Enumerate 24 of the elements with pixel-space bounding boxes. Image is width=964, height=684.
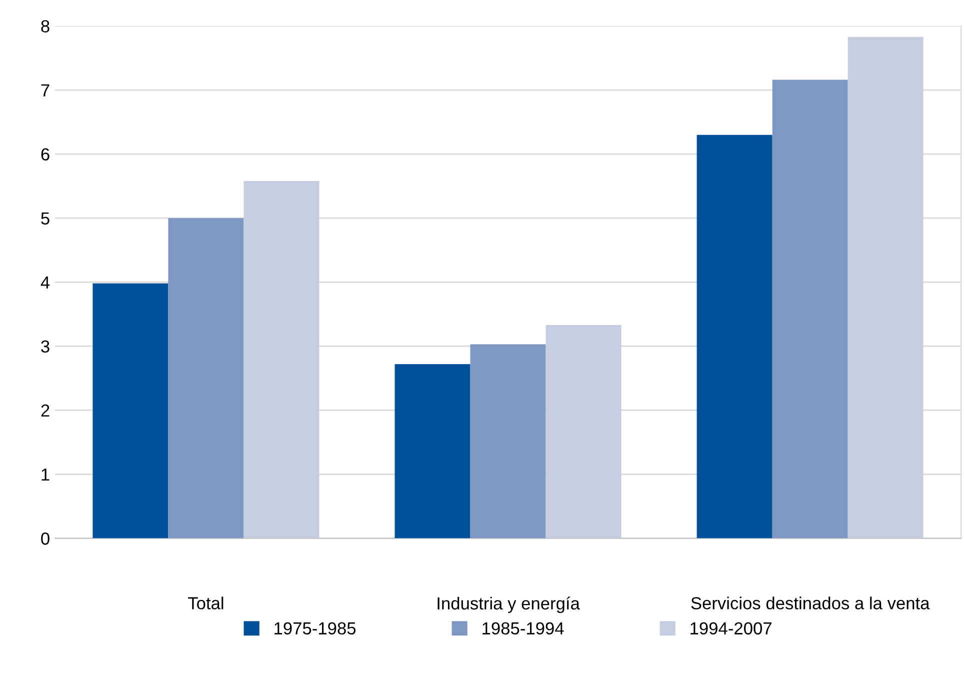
bar [772,80,848,538]
y-tick-label: 8 [41,20,50,32]
bar [394,364,470,538]
bar [470,344,546,538]
y-tick-label: 5 [41,212,50,225]
bar [696,134,772,538]
x-tick-label: Industria y energía [438,596,580,614]
y-tick-label: 2 [41,404,50,417]
x-tick-label: Servicios destinados a la venta [691,596,930,610]
x-tick-label: Total [188,596,224,610]
y-tick-label: 3 [41,340,50,353]
y-tick-label: 4 [40,276,50,288]
y-tick-label: 7 [41,84,50,96]
bar [848,36,924,538]
legend-label: 1985-1994 [482,622,564,635]
bar [92,283,168,538]
legend-label: 1994-2007 [690,622,772,635]
bar [168,218,244,538]
bar [244,180,320,538]
legend-label: 1975-1985 [274,622,356,635]
y-tick-label: 6 [41,148,50,161]
y-tick-label: 1 [42,468,50,481]
y-tick-label: 0 [41,532,50,545]
bar [546,325,622,538]
